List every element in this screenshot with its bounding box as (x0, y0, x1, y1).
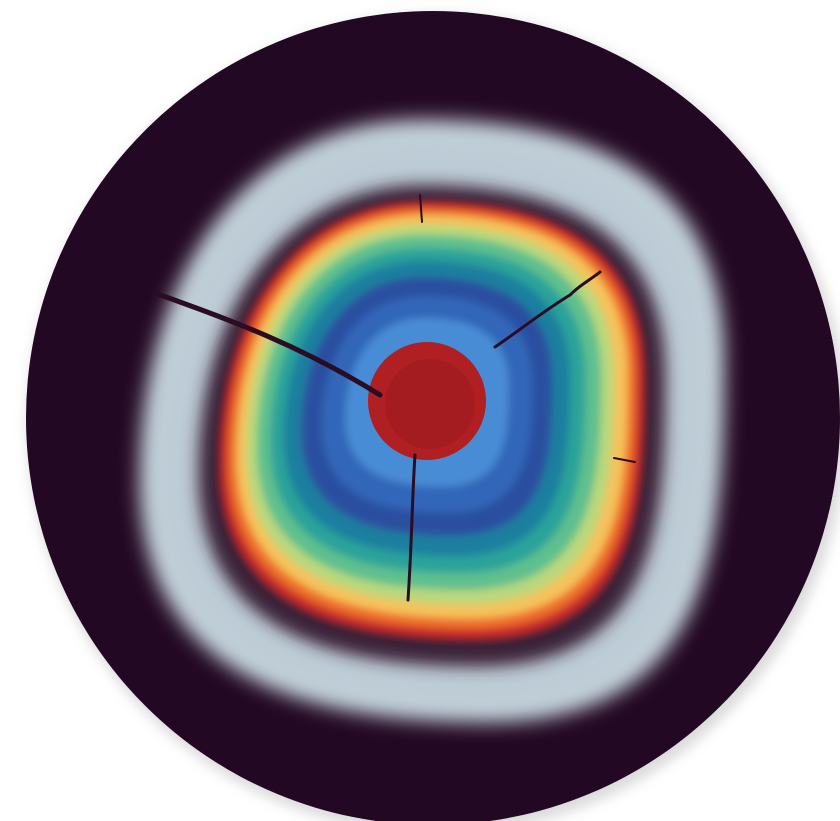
core-inner (385, 359, 475, 449)
crack-bottom (406, 453, 417, 602)
crack-right (493, 270, 602, 349)
crack-side (613, 457, 636, 463)
crack-left (152, 290, 383, 398)
cracks (152, 194, 636, 602)
crack-top (419, 194, 423, 223)
